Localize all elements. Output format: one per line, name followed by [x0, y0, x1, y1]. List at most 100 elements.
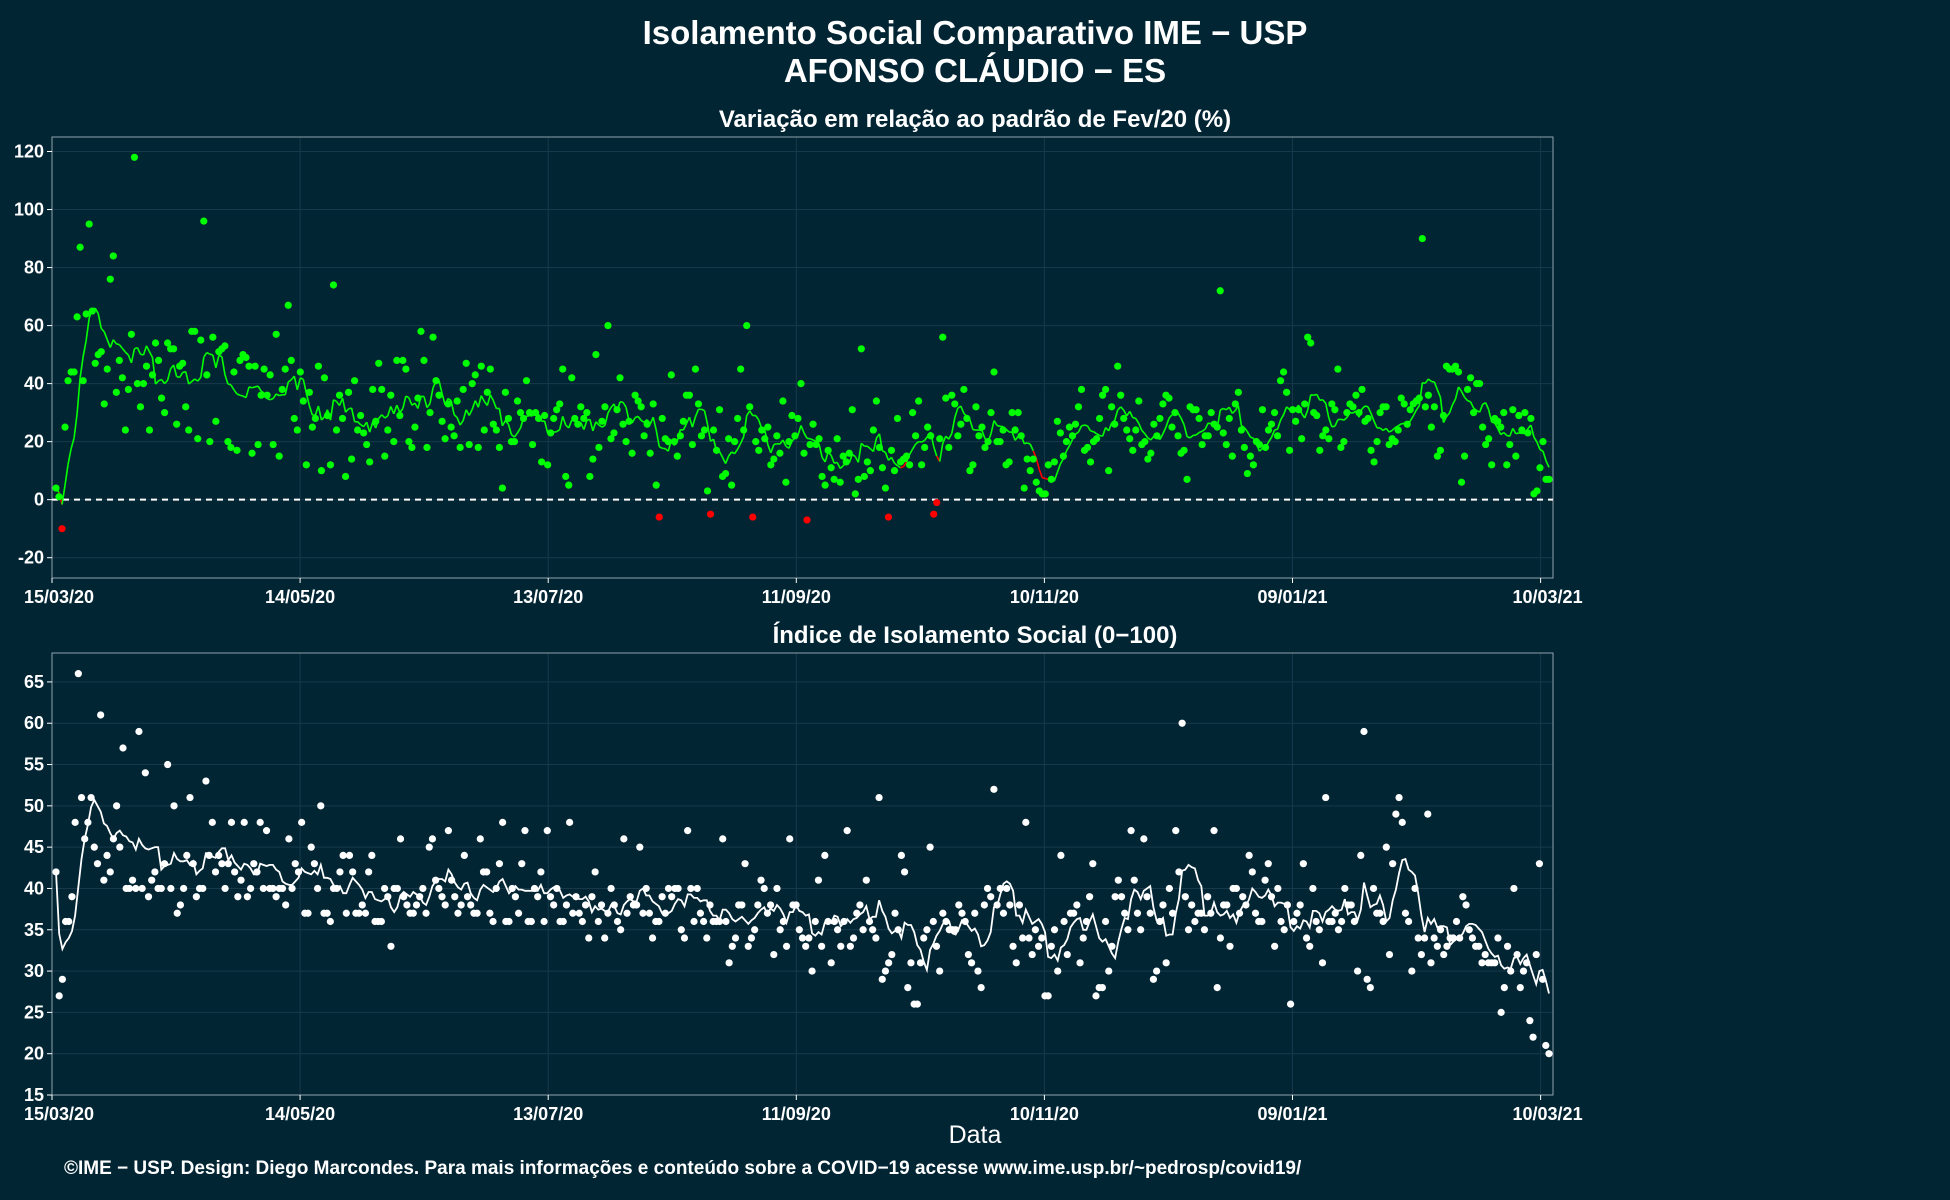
- data-point: [865, 917, 874, 926]
- data-point: [1057, 851, 1065, 860]
- data-point: [961, 917, 969, 926]
- data-point: [127, 330, 136, 338]
- data-point: [1034, 942, 1043, 950]
- data-point: [1082, 917, 1091, 926]
- data-point: [1165, 884, 1173, 893]
- y-tick-label: 100: [14, 200, 44, 220]
- data-point: [55, 992, 63, 1000]
- data-point: [741, 860, 749, 868]
- moving-average-segment: [1150, 435, 1155, 441]
- moving-average-segment: [73, 413, 78, 439]
- x-tick-label: 11/09/20: [762, 1104, 831, 1124]
- data-point: [248, 449, 256, 457]
- data-point: [811, 917, 819, 926]
- moving-average-segment: [178, 372, 184, 378]
- data-point: [797, 380, 805, 388]
- data-point: [399, 356, 407, 365]
- data-point: [467, 901, 475, 909]
- data-point: [1385, 950, 1394, 959]
- data-point: [119, 744, 127, 752]
- data-point: [1014, 409, 1022, 417]
- moving-average-segment: [1231, 409, 1236, 415]
- data-point: [687, 884, 695, 893]
- moving-average-segment: [471, 400, 477, 410]
- moving-average-segment: [1448, 404, 1454, 414]
- moving-average-segment: [583, 420, 588, 430]
- moving-average-segment: [1147, 437, 1152, 441]
- data-point: [233, 446, 241, 454]
- data-point: [722, 917, 730, 926]
- data-point: [1225, 414, 1233, 423]
- data-point: [559, 917, 567, 926]
- data-point: [313, 884, 322, 893]
- data-point: [1009, 942, 1017, 950]
- data-point: [1397, 394, 1405, 402]
- data-point: [827, 464, 835, 472]
- data-point: [412, 901, 421, 909]
- data-point: [1041, 490, 1049, 498]
- moving-average-segment: [1201, 428, 1206, 432]
- data-point: [974, 967, 982, 975]
- data-point: [275, 452, 283, 460]
- data-point: [142, 362, 151, 370]
- moving-average-segment: [402, 395, 407, 409]
- moving-average-segment: [248, 386, 253, 389]
- data-point: [68, 893, 76, 901]
- x-tick-label: 10/11/20: [1010, 587, 1079, 607]
- moving-average-segment: [456, 417, 461, 426]
- data-point: [1519, 967, 1528, 975]
- moving-average-segment: [387, 406, 392, 417]
- moving-average-segment: [438, 380, 443, 394]
- data-point: [1070, 909, 1078, 917]
- data-point: [298, 818, 306, 826]
- data-point: [1008, 409, 1016, 417]
- data-point: [945, 443, 953, 452]
- data-point: [565, 481, 573, 489]
- moving-average-segment: [981, 430, 986, 440]
- moving-average-segment: [296, 377, 302, 391]
- data-point: [1231, 400, 1239, 408]
- data-point: [1481, 950, 1489, 959]
- data-point: [881, 484, 890, 492]
- moving-average-segment: [486, 394, 492, 406]
- moving-average-segment: [1276, 419, 1282, 430]
- moving-average-segment: [1370, 413, 1375, 422]
- data-point: [474, 443, 482, 452]
- data-point: [1171, 409, 1179, 417]
- data-point: [1111, 420, 1119, 428]
- data-point: [453, 397, 461, 405]
- data-point: [1491, 959, 1499, 967]
- data-point: [1318, 959, 1327, 967]
- data-point: [1506, 440, 1514, 449]
- data-point: [749, 513, 757, 521]
- moving-average-segment: [275, 393, 280, 397]
- data-point: [231, 868, 239, 876]
- data-point: [1020, 484, 1028, 492]
- moving-average-segment: [1026, 442, 1031, 445]
- data-point: [61, 423, 69, 431]
- data-point: [296, 368, 304, 376]
- data-point: [425, 843, 433, 851]
- data-point: [809, 420, 817, 428]
- moving-average-segment: [498, 408, 504, 427]
- data-point: [1512, 452, 1520, 460]
- data-point: [1232, 884, 1240, 893]
- data-point: [1028, 950, 1036, 959]
- moving-average-segment: [1120, 406, 1125, 411]
- moving-average-segment: [694, 409, 700, 418]
- moving-average-segment: [685, 416, 691, 425]
- data-point: [396, 835, 405, 843]
- data-point: [712, 446, 721, 454]
- data-point: [703, 487, 712, 495]
- data-point: [492, 884, 500, 893]
- data-point: [900, 868, 909, 876]
- data-point: [1539, 438, 1547, 446]
- data-point: [1183, 475, 1191, 483]
- data-point: [365, 868, 373, 876]
- data-point: [770, 455, 778, 463]
- data-point: [964, 950, 972, 959]
- data-point: [830, 917, 839, 926]
- moving-average-segment: [1328, 417, 1333, 427]
- data-point: [1451, 362, 1460, 370]
- data-point: [1195, 414, 1203, 423]
